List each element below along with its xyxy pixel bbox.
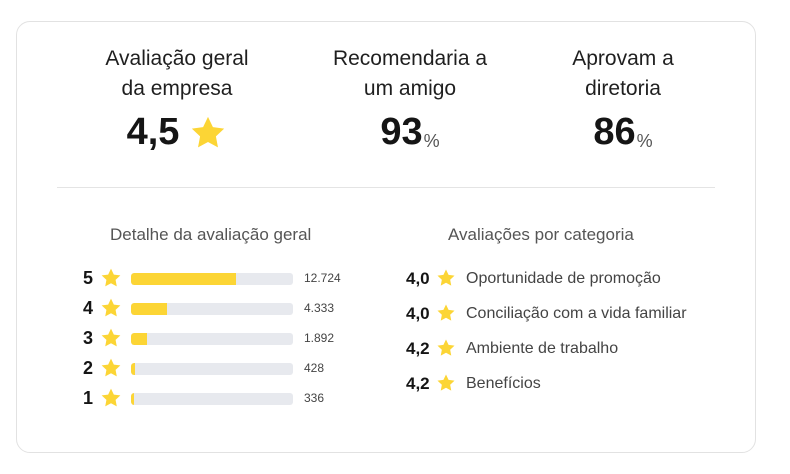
- distribution-bar-fill: [131, 303, 167, 315]
- review-count: 12.724: [304, 271, 341, 285]
- star-icon: [437, 269, 455, 286]
- category-rating: 4,2: [406, 339, 430, 358]
- section-divider: [57, 187, 715, 188]
- distribution-bar-track: [131, 303, 293, 315]
- star-icon: [101, 268, 121, 287]
- review-count: 4.333: [304, 301, 335, 315]
- category-rating: 4,2: [406, 374, 430, 393]
- star-icon: [101, 358, 121, 377]
- category-label: Oportunidade de promoção: [466, 270, 661, 287]
- distribution-row[interactable]: 5 12.724: [83, 267, 383, 291]
- distribution-title: Detalhe da avaliação geral: [110, 225, 312, 244]
- distribution-bar-track: [131, 273, 293, 285]
- recommend-unit: %: [423, 131, 440, 151]
- distribution-bar-track: [131, 363, 293, 375]
- star-icon: [437, 339, 455, 356]
- category-rating: 4,0: [406, 304, 430, 323]
- category-label: Benefícios: [466, 375, 541, 392]
- category-item[interactable]: 4,0 Conciliação com a vida familiar: [406, 303, 746, 327]
- category-label: Ambiente de trabalho: [466, 340, 619, 357]
- ratings-card: Avaliação geral da empresa 4,5 Recomenda…: [16, 21, 756, 453]
- stars-number: 5: [83, 268, 94, 288]
- approve-metric: Aprovam a diretoria 86 %: [523, 44, 723, 152]
- recommend-value: 93: [380, 111, 423, 153]
- distribution-row[interactable]: 4 4.333: [83, 297, 383, 321]
- star-icon: [437, 374, 455, 391]
- distribution-bar-fill: [131, 273, 237, 285]
- distribution-row[interactable]: 2 428: [83, 357, 383, 381]
- recommend-label-line2: um amigo: [363, 77, 457, 100]
- category-item[interactable]: 4,0 Oportunidade de promoção: [406, 268, 746, 292]
- recommend-label-line1: Recomendaria a: [332, 47, 488, 70]
- distribution-bar-fill: [131, 393, 135, 405]
- star-icon: [437, 304, 455, 321]
- overall-rating-metric: Avaliação geral da empresa 4,5: [77, 44, 277, 152]
- star-icon: [101, 388, 121, 407]
- stars-number: 4: [83, 298, 94, 318]
- review-count: 1.892: [304, 331, 335, 345]
- distribution-row[interactable]: 1 336: [83, 387, 383, 411]
- stars-number: 1: [83, 388, 94, 408]
- overall-rating-label-line2: da empresa: [121, 77, 233, 100]
- overall-rating-label-line1: Avaliação geral: [105, 47, 249, 70]
- distribution-bar-track: [131, 393, 293, 405]
- distribution-bar-fill: [131, 363, 136, 375]
- overall-rating-value: 4,5: [126, 111, 180, 153]
- star-icon: [101, 298, 121, 317]
- approve-value: 86: [593, 111, 636, 153]
- star-icon: [101, 328, 121, 347]
- categories-title: Avaliações por categoria: [448, 225, 634, 244]
- stars-number: 2: [83, 358, 94, 378]
- category-item[interactable]: 4,2 Ambiente de trabalho: [406, 338, 746, 362]
- distribution-bar-track: [131, 333, 293, 345]
- approve-label-line2: diretoria: [585, 77, 661, 100]
- approve-label-line1: Aprovam a: [572, 47, 674, 70]
- approve-unit: %: [636, 131, 653, 151]
- review-count: 336: [304, 391, 325, 405]
- review-count: 428: [304, 361, 325, 375]
- category-item[interactable]: 4,2 Benefícios: [406, 373, 746, 397]
- category-label: Conciliação com a vida familiar: [466, 305, 687, 322]
- distribution-bar-fill: [131, 333, 148, 345]
- recommend-metric: Recomendaria a um amigo 93 %: [310, 44, 510, 152]
- category-rating: 4,0: [406, 269, 430, 288]
- stars-number: 3: [83, 328, 94, 348]
- distribution-row[interactable]: 3 1.892: [83, 327, 383, 351]
- star-icon: [192, 116, 225, 148]
